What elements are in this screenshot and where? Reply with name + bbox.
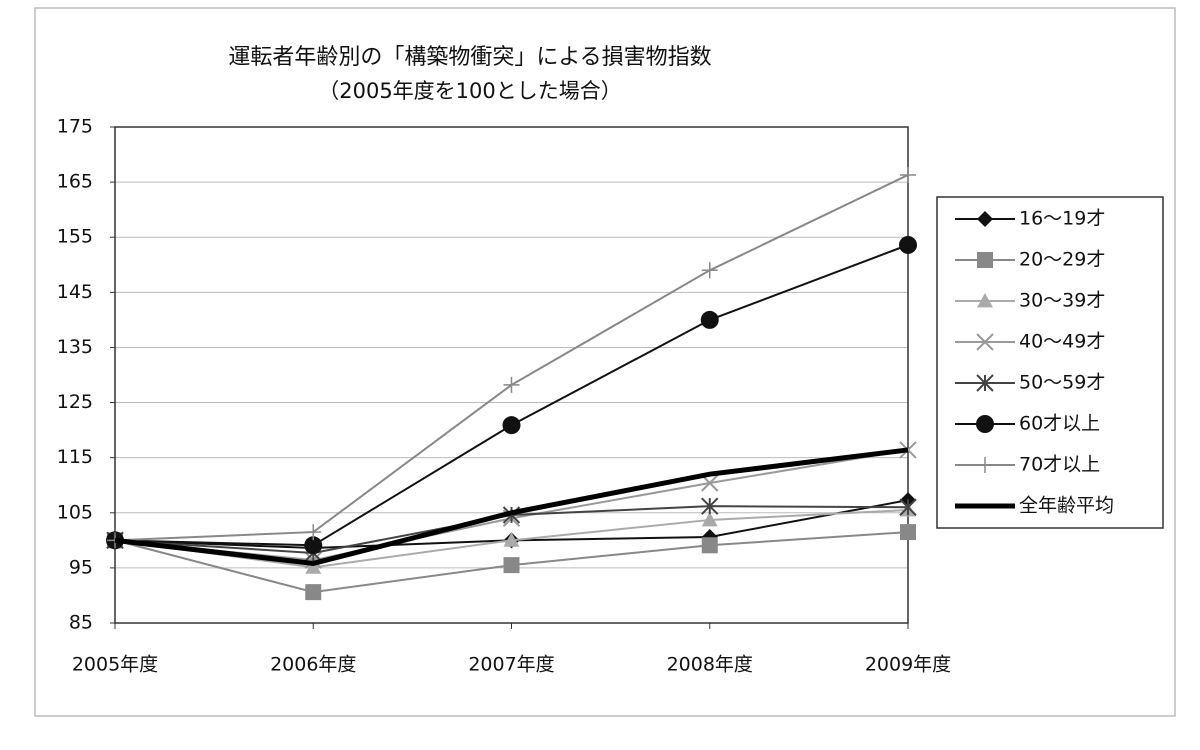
y-tick-label: 175 [57, 116, 93, 138]
x-tick-label: 2008年度 [667, 654, 753, 676]
y-tick-label: 155 [57, 226, 93, 248]
y-tick-label: 95 [69, 556, 93, 578]
legend-label: 40～49才 [1019, 331, 1105, 353]
legend-marker [977, 293, 993, 308]
chart-title: 運転者年齢別の「構築物衝突」による損害物指数 [228, 45, 711, 70]
legend-marker [977, 457, 993, 473]
legend-label: 全年齢平均 [1019, 495, 1114, 517]
data-point [502, 416, 521, 435]
y-tick-label: 165 [57, 171, 93, 193]
legend-marker [976, 374, 994, 392]
legend-label: 20～29才 [1019, 249, 1105, 271]
series-line [114, 244, 909, 547]
x-tick-label: 2005年度 [72, 654, 158, 676]
data-point [305, 524, 322, 541]
x-tick-label: 2007年度 [468, 654, 554, 676]
data-point [900, 524, 916, 541]
series-line [114, 447, 909, 567]
y-tick-label: 135 [57, 336, 93, 358]
legend-box [936, 196, 1164, 529]
data-point [305, 584, 322, 601]
y-tick-label: 105 [57, 501, 93, 523]
legend-label: 30～39才 [1019, 290, 1105, 312]
series-line [114, 174, 909, 542]
data-point [503, 532, 520, 547]
legend-marker [976, 415, 994, 433]
data-point [304, 536, 323, 555]
y-tick-label: 115 [57, 446, 93, 468]
legend-label: 70才以上 [1019, 454, 1100, 476]
data-point [899, 441, 917, 459]
data-point [701, 262, 718, 279]
x-tick-label: 2006年度 [270, 654, 356, 676]
frame [34, 7, 1176, 717]
x-tick-label: 2009年度 [865, 654, 951, 676]
data-point [701, 497, 719, 515]
legend-label: 16～19才 [1019, 208, 1105, 230]
legend-label: 60才以上 [1019, 413, 1100, 435]
data-point [305, 559, 322, 574]
legend-marker [977, 211, 993, 227]
legend-label: 50～59才 [1019, 372, 1105, 394]
y-tick-label: 125 [57, 391, 93, 413]
data-point [899, 498, 917, 516]
y-tick-label: 85 [69, 612, 93, 634]
data-point [700, 310, 719, 329]
data-point [503, 557, 520, 574]
legend-marker [976, 333, 994, 351]
data-point [503, 376, 520, 393]
chart-subtitle: （2005年度を100とした場合） [318, 79, 622, 103]
y-tick-label: 145 [57, 281, 93, 303]
data-point [701, 511, 718, 527]
data-point [899, 235, 917, 254]
data-point [900, 166, 916, 183]
data-point [701, 537, 718, 554]
legend-marker [977, 252, 993, 268]
